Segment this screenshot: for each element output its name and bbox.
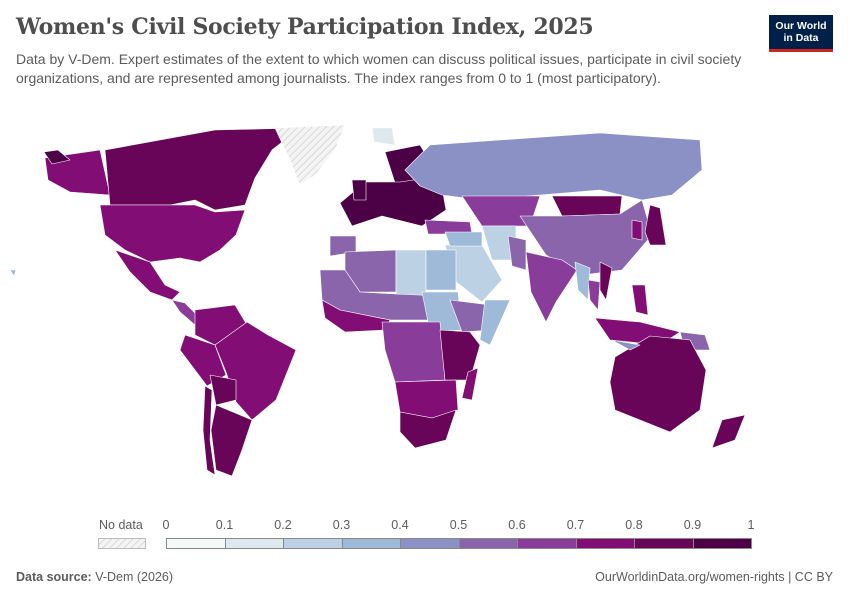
country-region[interactable]: [104, 127, 301, 211]
legend-tick: 0.9: [683, 518, 702, 532]
legend-bin[interactable]: [341, 538, 401, 549]
legend: No data 0 0.1 0.2 0.3 0.4 0.5 0.6 0.7 0.8 0.9 1: [0, 515, 850, 555]
footer-url[interactable]: OurWorldinData.org/women-rights | CC BY: [595, 570, 833, 584]
legend-tick: 0.5: [449, 518, 468, 532]
country-region[interactable]: [525, 251, 578, 323]
owid-logo[interactable]: Our World in Data: [769, 15, 833, 52]
logo-line-2: in Data: [783, 32, 819, 44]
legend-tick: 0.4: [391, 518, 409, 532]
country-region[interactable]: [214, 321, 297, 421]
country-region[interactable]: [9, 269, 17, 277]
country-region[interactable]: [439, 329, 481, 381]
legend-bin[interactable]: [166, 538, 226, 549]
legend-tick: 0: [162, 518, 170, 532]
country-region[interactable]: [425, 249, 457, 291]
country-region[interactable]: [611, 339, 641, 351]
country-region[interactable]: [344, 249, 397, 293]
legend-tick: 0.7: [566, 518, 585, 532]
world-map[interactable]: [0, 110, 850, 510]
country-region[interactable]: [209, 374, 237, 406]
legend-tick: 0.3: [332, 518, 351, 532]
legend-bin[interactable]: [692, 538, 752, 549]
country-region[interactable]: [381, 321, 446, 383]
country-region[interactable]: [202, 385, 216, 476]
country-region[interactable]: [587, 279, 601, 311]
country-region[interactable]: [551, 195, 623, 217]
country-region[interactable]: [114, 249, 181, 301]
country-region[interactable]: [351, 179, 367, 201]
country-region[interactable]: [609, 335, 707, 433]
legend-bin[interactable]: [458, 538, 518, 549]
legend-tick: 0.2: [274, 518, 292, 532]
chart-subtitle: Data by V-Dem. Expert estimates of the e…: [16, 51, 742, 86]
country-region[interactable]: [339, 175, 447, 227]
legend-tick: 0.8: [625, 518, 643, 532]
data-source-label: Data source:: [16, 570, 92, 584]
country-region[interactable]: [395, 249, 427, 297]
country-region[interactable]: [644, 204, 667, 246]
country-region[interactable]: [711, 414, 746, 449]
legend-tick: 0.6: [508, 518, 526, 532]
country-region[interactable]: [99, 204, 246, 263]
legend-tick: 1: [747, 518, 755, 532]
data-source: Data source: V-Dem (2026): [16, 570, 173, 584]
country-region[interactable]: [574, 261, 591, 301]
legend-bin[interactable]: [224, 538, 284, 549]
legend-tick: 0.1: [215, 518, 234, 532]
legend-bin[interactable]: [575, 538, 635, 549]
legend-bin[interactable]: [283, 538, 343, 549]
legend-bin[interactable]: [517, 538, 577, 549]
logo-line-1: Our World: [775, 20, 827, 32]
country-region[interactable]: [444, 231, 483, 247]
legend-bin[interactable]: [400, 538, 460, 549]
legend-no-data-swatch: [98, 538, 146, 549]
country-region[interactable]: [371, 127, 396, 146]
country-region[interactable]: [507, 235, 527, 271]
country-region[interactable]: [599, 261, 613, 301]
data-source-link[interactable]: V-Dem (2026): [95, 570, 174, 584]
country-region[interactable]: [210, 404, 253, 477]
country-region[interactable]: [631, 219, 643, 241]
country-region[interactable]: [404, 132, 703, 201]
country-region[interactable]: [43, 149, 71, 165]
legend-no-data-label: No data: [99, 518, 143, 532]
country-region[interactable]: [631, 284, 649, 316]
country-region-no-data[interactable]: [274, 124, 346, 186]
country-region[interactable]: [479, 299, 511, 346]
country-region[interactable]: [399, 409, 457, 449]
legend-bin[interactable]: [634, 538, 694, 549]
chart-title: Women's Civil Society Participation Inde…: [16, 14, 594, 40]
country-region[interactable]: [461, 367, 479, 401]
